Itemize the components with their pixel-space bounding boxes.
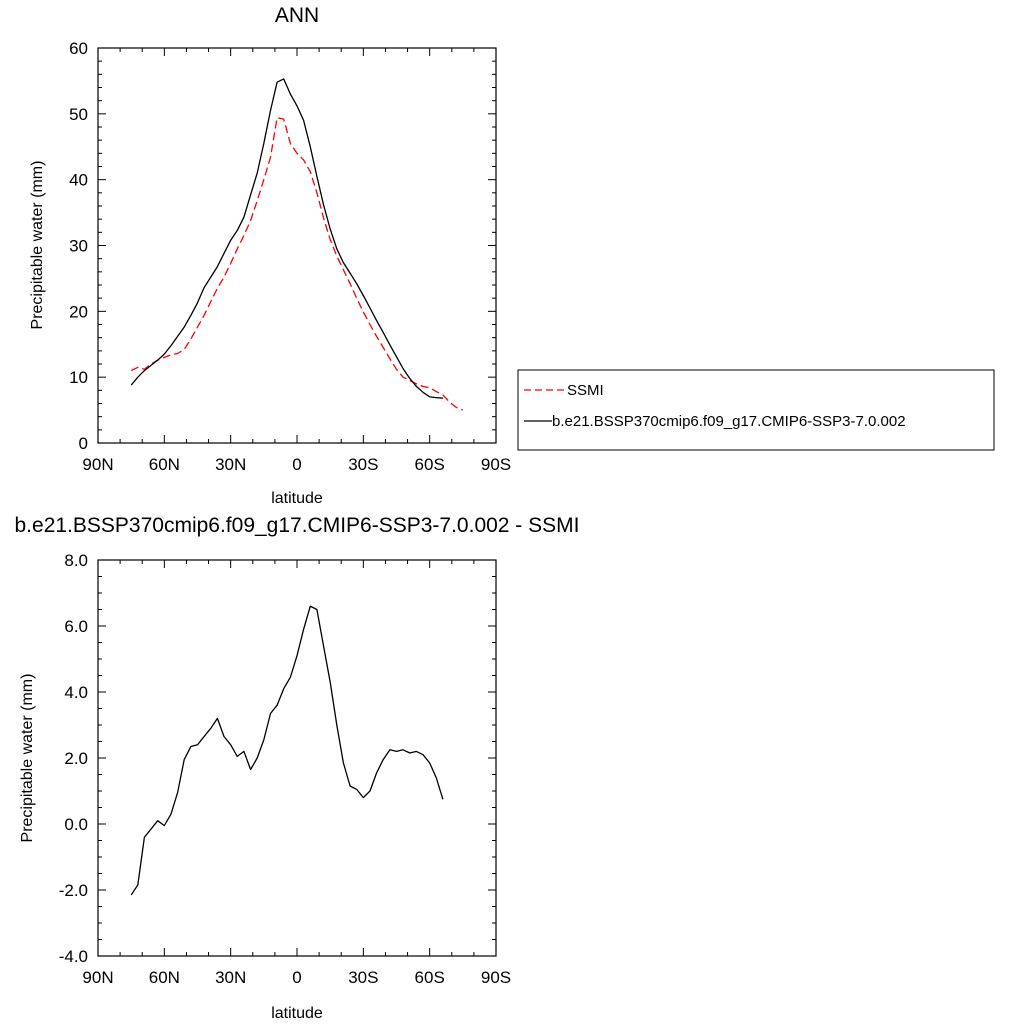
top-ytick-label: 20 [69, 302, 88, 321]
bottom-xtick-label: 90S [481, 968, 511, 987]
top-chart: ANN 0 10 20 30 40 50 60 90N 60N 30N 0 30S 60S 90S lat… [29, 4, 511, 507]
bottom-chart-title: b.e21.BSSP370cmip6.f09_g17.CMIP6-SSP3-7.… [15, 514, 580, 537]
top-plot-frame [97, 47, 497, 444]
bottom-xtick-label: 90N [82, 968, 113, 987]
top-series-line-model [130, 78, 443, 399]
top-ytick-label: 50 [69, 105, 88, 124]
top-xtick-label: 90N [82, 455, 113, 474]
top-xtick-label: 90S [481, 455, 511, 474]
bottom-xtick-label: 60S [415, 968, 445, 987]
bottom-chart-axes: -4.0 -2.0 0.0 2.0 4.0 6.0 8.0 90N 60N 30N 0 30S 60S 9… [59, 551, 511, 987]
top-chart-axes: 0 10 20 30 40 50 60 90N 60N 30N 0 30S 60S 90S [69, 39, 511, 474]
top-series-line-ssmi [130, 117, 464, 411]
bottom-ytick-label: 8.0 [64, 551, 88, 570]
legend-box [517, 369, 995, 451]
bottom-ytick-label: -2.0 [59, 881, 88, 900]
bottom-series-line-difference [130, 605, 444, 896]
bottom-xtick-label: 0 [292, 968, 301, 987]
bottom-ytick-label: 0.0 [64, 815, 88, 834]
bottom-xtick-label: 60N [149, 968, 180, 987]
bottom-chart-xlabel: latitude [271, 1005, 323, 1022]
top-chart-xlabel: latitude [271, 490, 323, 507]
bottom-ytick-label: 2.0 [64, 749, 88, 768]
bottom-chart: b.e21.BSSP370cmip6.f09_g17.CMIP6-SSP3-7.… [15, 514, 580, 1022]
bottom-ytick-label: 4.0 [64, 683, 88, 702]
bottom-plot-frame [97, 559, 497, 957]
legend: SSMI b.e21.BSSP370cmip6.f09_g17.CMIP6-SS… [517, 369, 995, 451]
top-xtick-label: 60N [149, 455, 180, 474]
top-xtick-label: 0 [292, 455, 301, 474]
top-ytick-label: 40 [69, 171, 88, 190]
bottom-xtick-label: 30N [215, 968, 246, 987]
bottom-ytick-label: -4.0 [59, 947, 88, 966]
top-xtick-label: 60S [415, 455, 445, 474]
top-ytick-label: 60 [69, 39, 88, 58]
top-chart-ylabel: Precipitable water (mm) [29, 161, 46, 330]
top-xtick-label: 30N [215, 455, 246, 474]
bottom-xtick-label: 30S [348, 968, 378, 987]
top-ytick-label: 10 [69, 368, 88, 387]
bottom-chart-ylabel: Precipitable water (mm) [19, 674, 36, 843]
bottom-ytick-label: 6.0 [64, 617, 88, 636]
bottom-chart-series [130, 605, 444, 896]
top-chart-title: ANN [275, 4, 319, 27]
legend-label-model: b.e21.BSSP370cmip6.f09_g17.CMIP6-SSP3-7.… [552, 413, 906, 430]
top-ytick-label: 0 [79, 434, 88, 453]
top-ytick-label: 30 [69, 237, 88, 256]
top-xtick-label: 30S [348, 455, 378, 474]
top-chart-series [130, 78, 464, 411]
legend-label-ssmi: SSMI [567, 382, 604, 399]
